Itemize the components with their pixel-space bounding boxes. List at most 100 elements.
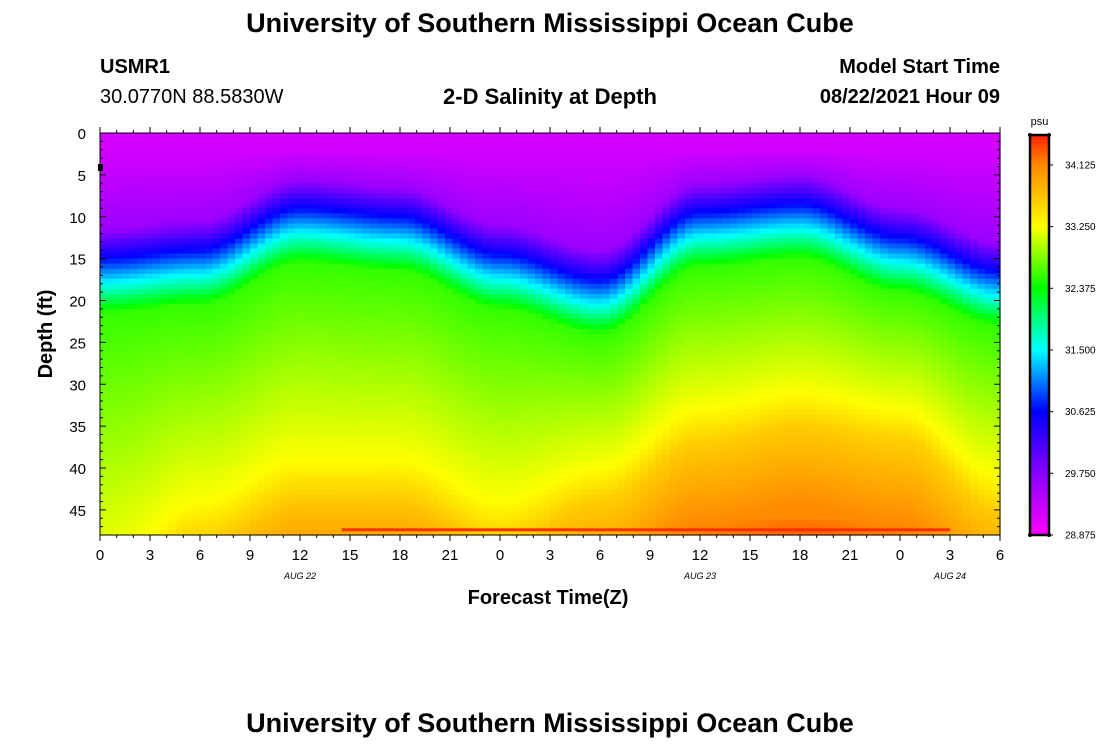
heatmap-cell [115, 354, 124, 360]
heatmap-cell [332, 148, 341, 154]
heatmap-cell [145, 298, 154, 305]
heatmap-cell [115, 153, 124, 159]
heatmap-cell [505, 519, 514, 526]
heatmap-cell [505, 394, 514, 400]
heatmap-cell [212, 188, 221, 194]
heatmap-cell [542, 354, 551, 360]
heatmap-cell [227, 339, 236, 345]
heatmap-cell [512, 183, 521, 189]
heatmap-cell [535, 454, 544, 461]
heatmap-cell [220, 424, 229, 431]
heatmap-cell [355, 414, 364, 421]
heatmap-cell [115, 409, 124, 416]
heatmap-cell [535, 489, 544, 496]
heatmap-cell [272, 253, 281, 260]
heatmap-cell [265, 349, 274, 355]
heatmap-cell [302, 193, 311, 199]
heatmap-cell [385, 459, 394, 466]
heatmap-cell [347, 178, 356, 184]
heatmap-cell [317, 263, 326, 270]
heatmap-cell [452, 384, 461, 390]
heatmap-cell [542, 394, 551, 400]
heatmap-cell [250, 494, 259, 501]
heatmap-cell [497, 479, 506, 486]
heatmap-cell [467, 369, 476, 375]
heatmap-cell [340, 449, 349, 456]
heatmap-cell [400, 293, 409, 300]
heatmap-cell [490, 494, 499, 501]
heatmap-cell [445, 223, 454, 230]
heatmap-cell [280, 389, 289, 395]
heatmap-cell [295, 313, 304, 320]
heatmap-cell [257, 283, 266, 290]
heatmap-cell [430, 323, 439, 330]
heatmap-cell [505, 404, 514, 410]
heatmap-cell [535, 193, 544, 199]
heatmap-cell [115, 434, 124, 441]
heatmap-cell [107, 298, 116, 305]
heatmap-cell [220, 273, 229, 280]
heatmap-cell [325, 253, 334, 260]
heatmap-cell [160, 258, 169, 265]
heatmap-cell [452, 223, 461, 230]
heatmap-cell [115, 419, 124, 426]
heatmap-cell [227, 474, 236, 481]
heatmap-cell [482, 494, 491, 501]
heatmap-cell [392, 273, 401, 280]
heatmap-cell [317, 459, 326, 466]
heatmap-cell [205, 158, 214, 164]
heatmap-cell [250, 504, 259, 511]
heatmap-cell [557, 379, 566, 385]
heatmap-cell [362, 514, 371, 521]
heatmap-cell [242, 138, 251, 144]
heatmap-cell [152, 454, 161, 461]
heatmap-cell [497, 173, 506, 179]
heatmap-cell [107, 409, 116, 416]
heatmap-cell [355, 444, 364, 451]
heatmap-cell [130, 223, 139, 230]
heatmap-cell [295, 469, 304, 476]
heatmap-cell [475, 153, 484, 159]
heatmap-cell [415, 323, 424, 330]
heatmap-cell [137, 449, 146, 456]
heatmap-cell [490, 308, 499, 315]
heatmap-cell [325, 479, 334, 486]
heatmap-cell [265, 303, 274, 310]
heatmap-cell [265, 188, 274, 194]
heatmap-cell [145, 399, 154, 405]
heatmap-cell [220, 278, 229, 285]
heatmap-cell [175, 148, 184, 154]
heatmap-cell [497, 404, 506, 410]
heatmap-cell [302, 429, 311, 436]
heatmap-cell [482, 228, 491, 235]
heatmap-cell [265, 138, 274, 144]
heatmap-cell [392, 349, 401, 355]
heatmap-cell [257, 238, 266, 245]
heatmap-cell [220, 359, 229, 365]
heatmap-cell [347, 323, 356, 330]
heatmap-cell [212, 228, 221, 235]
heatmap-cell [460, 454, 469, 461]
heatmap-cell [152, 278, 161, 285]
heatmap-cell [542, 504, 551, 511]
heatmap-cell [482, 193, 491, 199]
heatmap-cell [415, 203, 424, 209]
heatmap-cell [452, 273, 461, 280]
heatmap-cell [415, 449, 424, 456]
heatmap-cell [422, 138, 431, 144]
heatmap-cell [490, 143, 499, 149]
heatmap-cell [557, 334, 566, 340]
heatmap-cell [152, 504, 161, 511]
heatmap-cell [407, 158, 416, 164]
heatmap-cell [167, 384, 176, 390]
heatmap-cell [332, 298, 341, 305]
heatmap-cell [250, 178, 259, 184]
heatmap-cell [235, 163, 244, 169]
heatmap-cell [310, 379, 319, 385]
heatmap-cell [557, 233, 566, 240]
heatmap-cell [175, 479, 184, 486]
heatmap-cell [250, 278, 259, 285]
heatmap-cell [535, 153, 544, 159]
heatmap-cell [175, 183, 184, 189]
heatmap-cell [235, 529, 244, 536]
